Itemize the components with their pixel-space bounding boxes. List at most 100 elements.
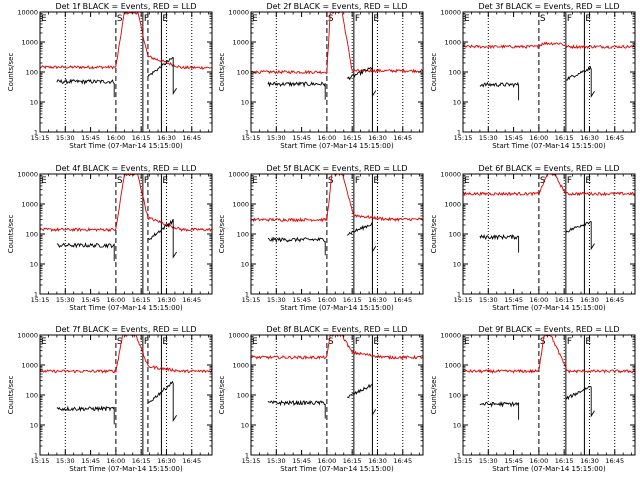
lld-series-line — [40, 174, 212, 233]
lld-series-line — [251, 12, 423, 75]
panel-title: Det 4f BLACK = Events, RED = LLD — [55, 164, 196, 173]
events-series-line — [479, 233, 520, 253]
plot-frame — [462, 334, 636, 456]
x-tick-label: 16:30 — [580, 457, 599, 465]
events-series-line — [479, 401, 520, 420]
time-marker-label: E — [162, 337, 168, 347]
events-series-line — [147, 57, 177, 96]
x-tick-label: 15:15 — [31, 134, 50, 142]
x-axis-label: Start Time (07-Mar-14 15:15:00) — [280, 304, 394, 312]
x-axis-label: Start Time (07-Mar-14 15:15:00) — [69, 465, 183, 473]
y-tick-label: 100 — [26, 392, 38, 400]
y-tick-label: 100 — [237, 392, 249, 400]
y-tick-label: 1 — [34, 291, 38, 299]
time-marker-label: E — [252, 176, 258, 186]
x-tick-label: 16:30 — [157, 457, 176, 465]
panel-title: Det 8f BLACK = Events, RED = LLD — [266, 325, 407, 334]
y-tick-label: 10 — [241, 261, 249, 269]
y-tick-label: 10000 — [228, 9, 249, 17]
y-tick-label: 1000 — [444, 201, 461, 209]
y-tick-label: 1000 — [21, 362, 38, 370]
y-tick-label: 1000 — [444, 39, 461, 47]
x-tick-label: 16:45 — [393, 296, 412, 304]
y-tick-label: 10 — [453, 422, 461, 430]
time-marker-label: F — [355, 337, 360, 347]
plot-frame — [39, 334, 213, 456]
x-tick-label: 16:30 — [580, 296, 599, 304]
x-tick-label: 15:45 — [504, 296, 523, 304]
y-tick-label: 1000 — [232, 201, 249, 209]
x-tick-label: 16:00 — [318, 457, 337, 465]
time-marker-label: S — [540, 14, 546, 24]
x-tick-label: 15:15 — [31, 296, 50, 304]
events-series-line — [346, 66, 377, 98]
x-tick-label: 16:45 — [182, 457, 201, 465]
x-tick-label: 16:15 — [555, 457, 574, 465]
y-tick-label: 100 — [449, 231, 461, 239]
y-tick-label: 10000 — [17, 9, 38, 17]
x-tick-label: 16:45 — [605, 457, 624, 465]
y-tick-label: 100 — [26, 231, 38, 239]
y-tick-label: 1 — [34, 129, 38, 137]
events-series-line — [56, 78, 115, 98]
time-marker-label: E — [41, 14, 47, 24]
x-tick-label: 15:45 — [504, 457, 523, 465]
chart-panel-1: Det 1f BLACK = Events, RED = LLD E S F E 1 10 1… — [7, 2, 213, 150]
x-tick-label: 16:45 — [605, 134, 624, 142]
x-tick-label: 16:00 — [107, 296, 126, 304]
plot-frame — [39, 173, 213, 295]
y-tick-label: 100 — [449, 392, 461, 400]
x-tick-label: 15:15 — [242, 457, 261, 465]
time-marker-label: E — [162, 14, 168, 24]
time-marker-label: F — [567, 176, 572, 186]
chart-panel-2: Det 2f BLACK = Events, RED = LLD E S F E 1 10 1… — [218, 2, 424, 150]
time-marker-label: E — [252, 14, 258, 24]
lld-series-line — [40, 335, 212, 374]
time-marker-label: E — [585, 176, 591, 186]
lld-series-line — [463, 335, 635, 374]
y-axis-label: Counts/sec — [7, 53, 15, 92]
chart-panel-3: Det 3f BLACK = Events, RED = LLD E S F E 1 10 1… — [430, 2, 636, 150]
y-tick-label: 1000 — [444, 362, 461, 370]
y-tick-label: 1 — [457, 452, 461, 460]
time-marker-label: F — [144, 337, 149, 347]
events-series-line — [346, 222, 377, 254]
y-tick-label: 1 — [457, 291, 461, 299]
x-tick-label: 15:30 — [56, 296, 75, 304]
y-tick-label: 10 — [241, 422, 249, 430]
panel-title: Det 7f BLACK = Events, RED = LLD — [55, 325, 196, 334]
time-marker-label: F — [567, 337, 572, 347]
x-tick-label: 15:15 — [454, 134, 473, 142]
lld-series-line — [251, 174, 423, 223]
y-tick-label: 1000 — [21, 39, 38, 47]
y-tick-label: 10 — [30, 261, 38, 269]
x-tick-label: 15:30 — [479, 457, 498, 465]
time-marker-label: E — [373, 14, 379, 24]
y-tick-label: 1000 — [21, 201, 38, 209]
y-axis-label: Counts/sec — [430, 53, 438, 92]
y-tick-label: 100 — [237, 231, 249, 239]
events-series-line — [147, 218, 177, 259]
y-tick-label: 10 — [30, 99, 38, 107]
chart-panel-8: Det 8f BLACK = Events, RED = LLD E S F E 1 10 1… — [218, 325, 424, 473]
time-marker-label: S — [117, 176, 123, 186]
y-tick-label: 100 — [449, 69, 461, 77]
y-tick-label: 100 — [237, 69, 249, 77]
x-tick-label: 16:00 — [318, 134, 337, 142]
time-marker-label: F — [355, 14, 360, 24]
x-tick-label: 15:30 — [479, 296, 498, 304]
x-tick-label: 16:30 — [368, 134, 387, 142]
x-tick-label: 16:00 — [530, 296, 549, 304]
plot-frame — [462, 11, 636, 133]
x-tick-label: 15:30 — [56, 457, 75, 465]
x-tick-label: 16:45 — [182, 134, 201, 142]
time-marker-label: E — [373, 176, 379, 186]
y-tick-label: 1 — [245, 452, 249, 460]
events-series-line — [565, 220, 595, 251]
y-tick-label: 10000 — [440, 171, 461, 179]
y-tick-label: 10 — [241, 99, 249, 107]
panel-title: Det 1f BLACK = Events, RED = LLD — [55, 2, 196, 11]
y-axis-label: Counts/sec — [7, 376, 15, 415]
x-tick-label: 16:15 — [343, 134, 362, 142]
time-marker-label: F — [144, 176, 149, 186]
